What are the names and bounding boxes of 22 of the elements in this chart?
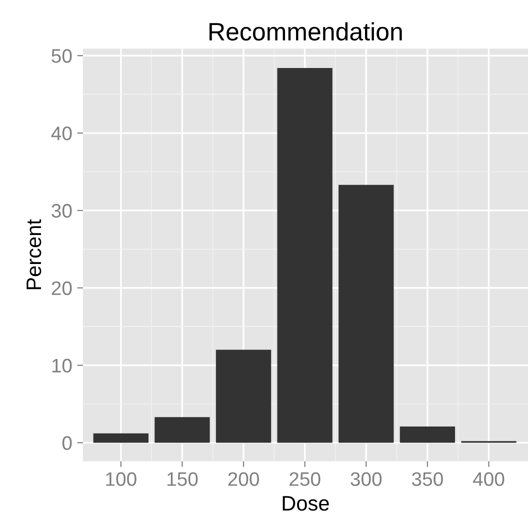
x-tick-label: 400 bbox=[472, 472, 504, 486]
x-tick-label: 200 bbox=[228, 472, 259, 486]
x-tick-label: 250 bbox=[290, 472, 320, 486]
y-tick-label: 50 bbox=[52, 49, 72, 63]
bar bbox=[400, 426, 456, 443]
bar bbox=[277, 68, 332, 443]
y-tick-label: 0 bbox=[62, 436, 72, 450]
x-tick-label: 100 bbox=[106, 472, 136, 486]
y-tick-label: 20 bbox=[52, 281, 72, 296]
bar bbox=[93, 433, 148, 443]
bar bbox=[216, 350, 272, 443]
y-axis-title: Percent bbox=[26, 219, 42, 290]
bar bbox=[154, 417, 210, 443]
y-tick-label: 10 bbox=[52, 358, 72, 373]
chart-title: Recommendation bbox=[210, 22, 402, 41]
y-tick-label: 40 bbox=[51, 126, 72, 140]
y-tick-label: 30 bbox=[52, 204, 72, 218]
x-tick-label: 350 bbox=[412, 472, 443, 486]
x-axis-title: Dose bbox=[282, 496, 329, 511]
x-tick-label: 150 bbox=[167, 472, 198, 486]
bar bbox=[338, 184, 394, 443]
x-tick-label: 300 bbox=[350, 472, 382, 486]
